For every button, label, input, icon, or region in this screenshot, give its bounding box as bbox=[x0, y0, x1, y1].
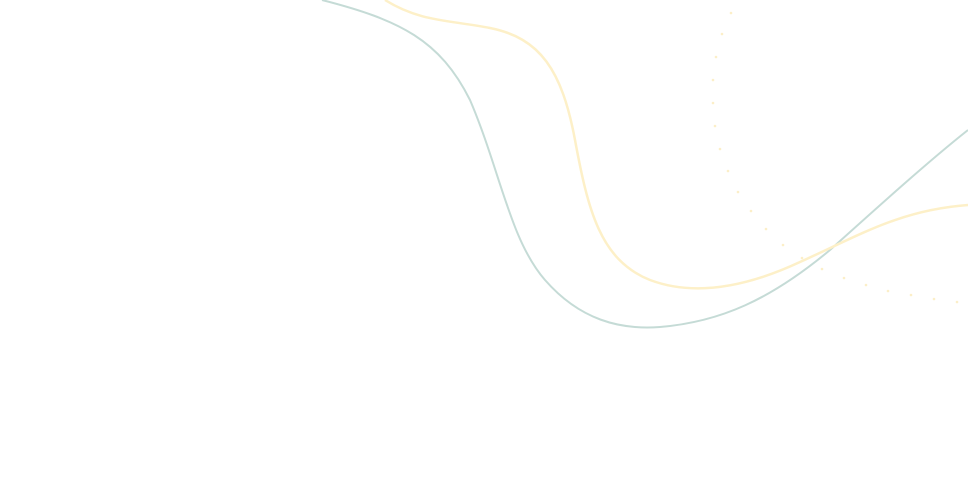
arc-dot bbox=[736, 190, 740, 194]
arc-dot bbox=[729, 11, 733, 15]
arc-dot bbox=[714, 55, 718, 59]
teal-wave-curve bbox=[321, 0, 968, 329]
arc-dot bbox=[800, 256, 804, 260]
arc-dot bbox=[820, 267, 824, 271]
arc-dot bbox=[909, 293, 913, 297]
arc-dot bbox=[749, 209, 753, 213]
yellow-wave-curve bbox=[384, 0, 968, 290]
arc-dot bbox=[718, 147, 722, 151]
arc-dot bbox=[886, 289, 890, 293]
arc-dot bbox=[713, 124, 717, 128]
arc-dot bbox=[726, 169, 730, 173]
arc-dot bbox=[764, 227, 768, 231]
arc-dot bbox=[781, 243, 785, 247]
arc-dot bbox=[711, 78, 715, 82]
dotted-arc bbox=[711, 11, 959, 304]
arc-dot bbox=[711, 101, 715, 105]
arc-dot bbox=[932, 297, 936, 301]
arc-dot bbox=[720, 32, 724, 36]
arc-dot bbox=[955, 300, 959, 304]
arc-dot bbox=[864, 283, 868, 287]
arc-dot bbox=[842, 276, 846, 280]
